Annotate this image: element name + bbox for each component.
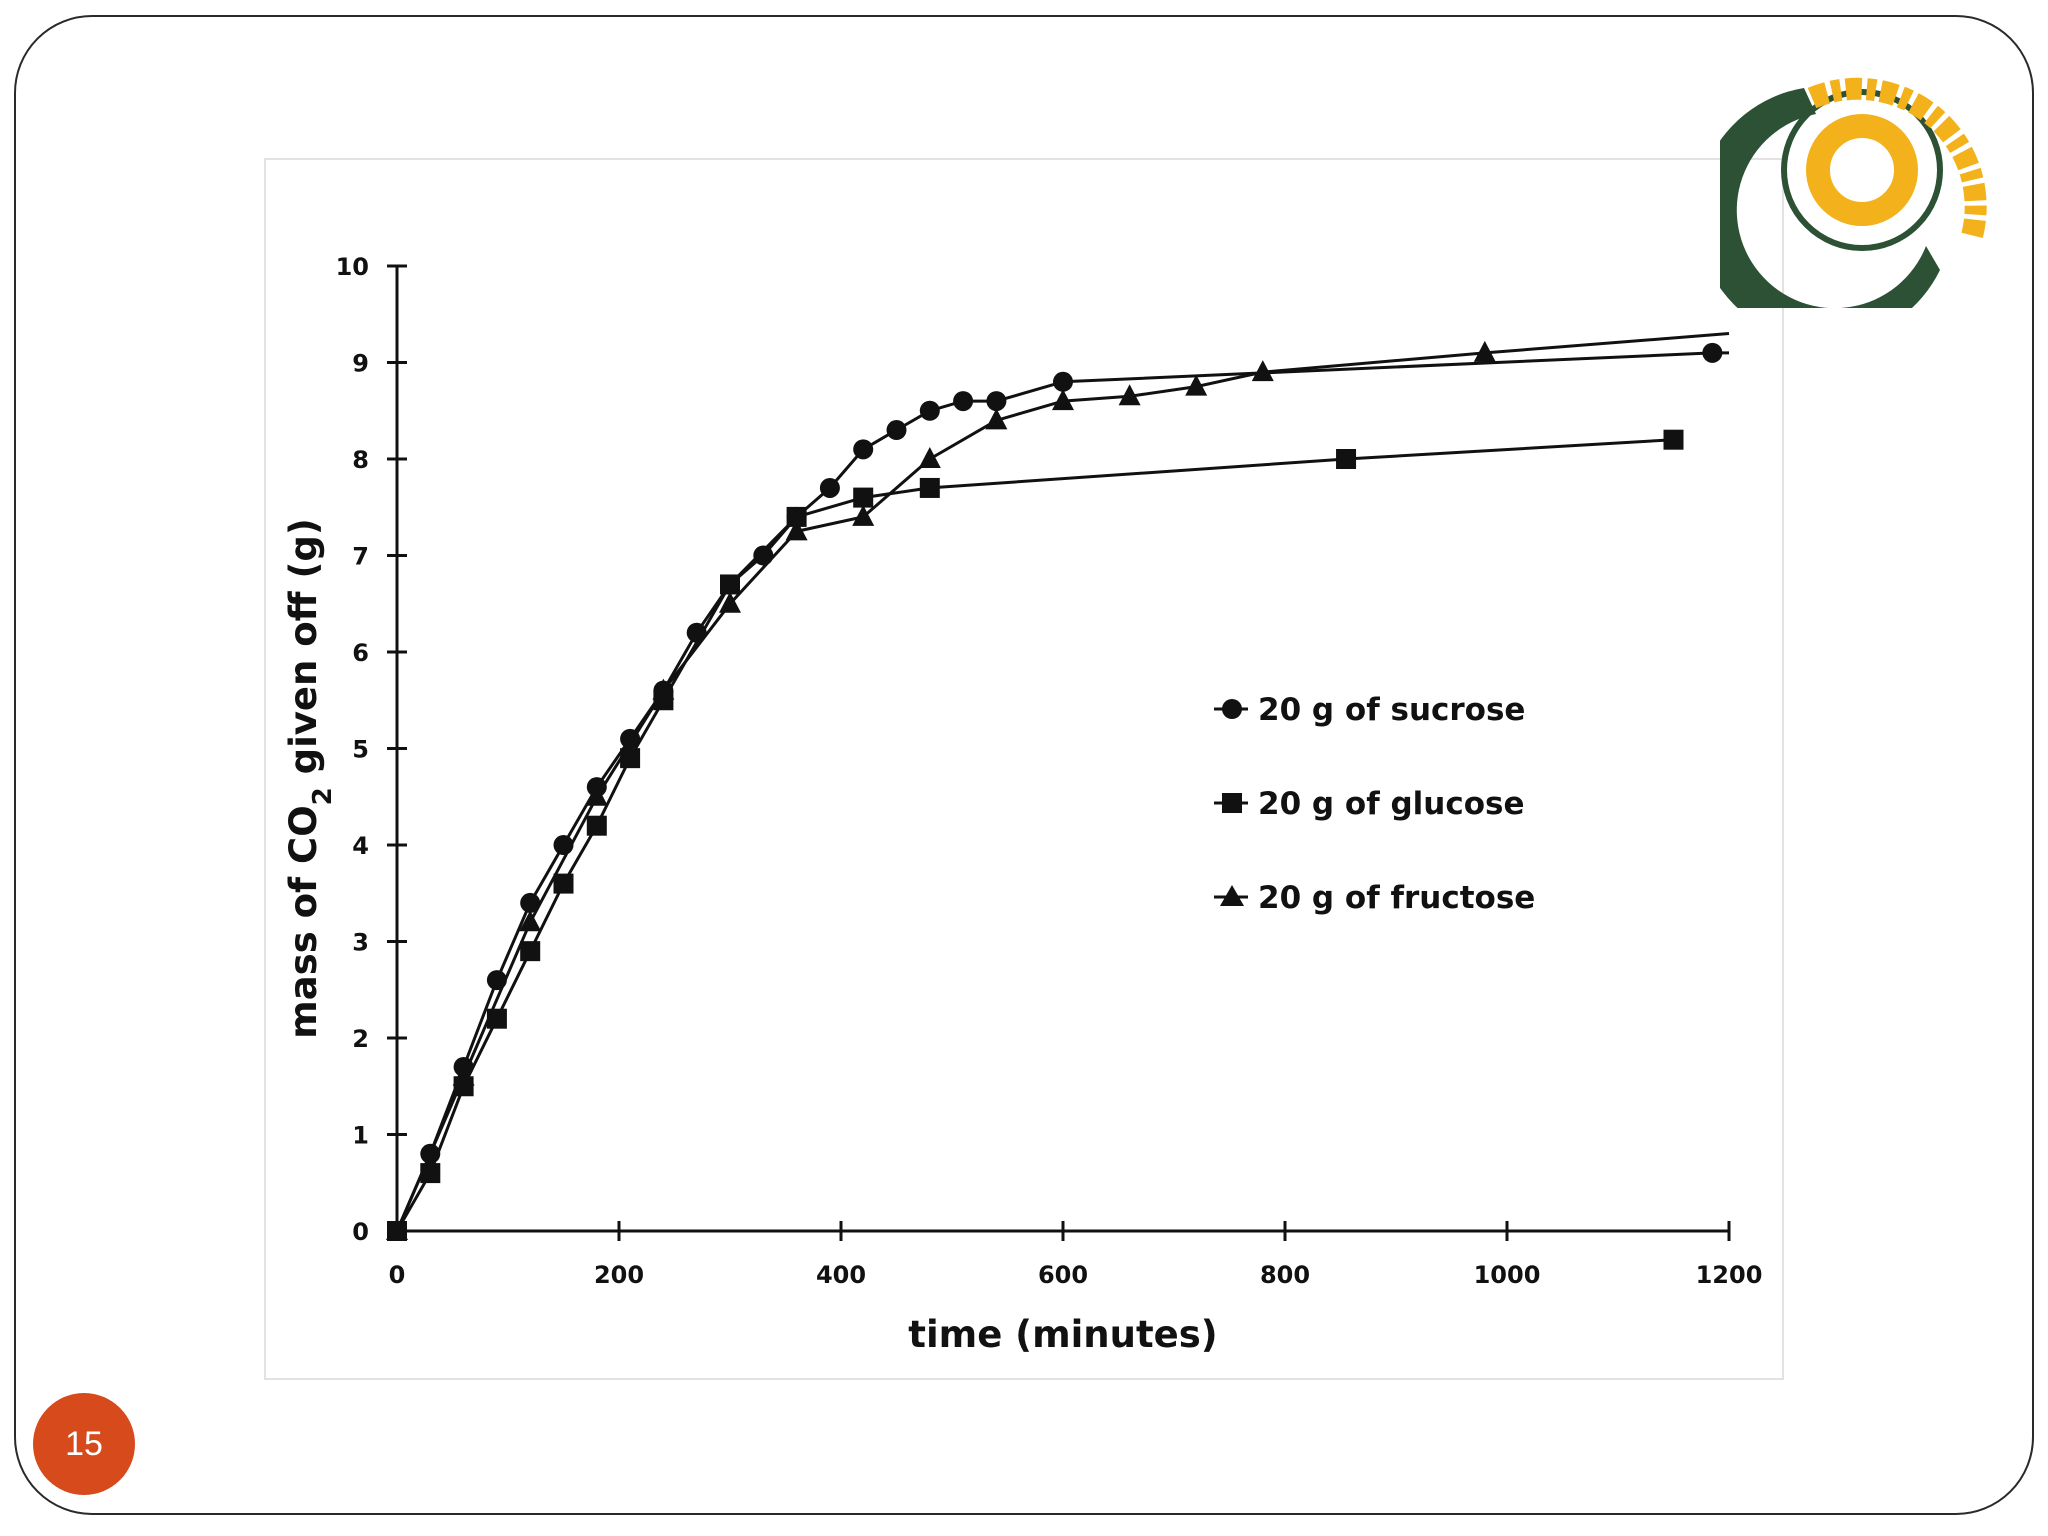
data-point-sucrose [886, 420, 907, 441]
legend-entry-fructose: 20 g of fructose [1214, 880, 1535, 916]
x-tick-label: 400 [816, 1261, 866, 1289]
x-tick-label: 600 [1038, 1261, 1088, 1289]
data-point-glucose [1663, 429, 1684, 450]
y-axis-title-tail: given off (g) [282, 518, 325, 787]
data-point-fructose [1185, 374, 1208, 396]
series-line-circle [395, 351, 1729, 1232]
legend-marker-triangle [1220, 885, 1244, 906]
data-point-fructose [852, 504, 875, 526]
data-point-glucose [620, 748, 641, 769]
data-point-fructose [719, 591, 741, 613]
legend-marker-square [1222, 793, 1242, 813]
page-number-badge: 15 [33, 1393, 135, 1495]
data-point-sucrose [953, 391, 974, 412]
series-group [386, 332, 1730, 1241]
x-tick-label: 800 [1260, 1261, 1310, 1289]
data-point-fructose [1473, 340, 1496, 362]
series-line-triangle [395, 332, 1730, 1232]
x-tick-label: 0 [389, 1261, 406, 1289]
data-point-glucose [553, 873, 574, 894]
data-point-fructose [652, 678, 675, 700]
y-axis-title-main: mass of CO [282, 805, 325, 1038]
data-point-fructose [1251, 360, 1274, 382]
y-tick-label: 5 [352, 736, 369, 764]
chart-panel: 0 200 400 600 800 1000 1200 0 1 2 3 4 5 6 7 8 9 10 time (… [264, 158, 1784, 1380]
x-tick-label: 1200 [1696, 1261, 1763, 1289]
legend-marker-circle [1222, 699, 1242, 719]
data-point-sucrose [919, 400, 940, 421]
logo-gold-glyph-band [1807, 77, 1987, 239]
y-tick-label: 3 [352, 929, 369, 957]
data-point-glucose [919, 477, 940, 498]
logo [1720, 77, 1987, 308]
y-tick-label: 10 [336, 253, 369, 281]
slide-frame [14, 15, 2034, 1515]
data-point-sucrose [1702, 342, 1723, 363]
logo-gold-ring [1806, 114, 1918, 226]
y-tick-label: 7 [352, 543, 369, 571]
data-point-sucrose [520, 892, 541, 913]
y-axis-title: mass of CO2 given off (g) [282, 518, 338, 1039]
logo-green-arc [1720, 88, 1940, 308]
axes [395, 266, 1729, 1233]
data-point-glucose [720, 574, 740, 595]
x-tick-label: 1000 [1474, 1261, 1541, 1289]
data-point-fructose [985, 408, 1008, 430]
data-point-fructose [1052, 389, 1074, 411]
y-tick-label: 1 [352, 1122, 369, 1150]
legend: 20 g of sucrose 20 g of glucose 20 g of … [1214, 692, 1535, 916]
data-point-sucrose [853, 439, 874, 460]
legend-entry-glucose: 20 g of glucose [1214, 786, 1525, 822]
data-point-glucose [786, 506, 807, 527]
co2-chart: 0 200 400 600 800 1000 1200 0 1 2 3 4 5 6 7 8 9 10 time (… [282, 253, 1763, 1356]
data-point-glucose [853, 487, 874, 508]
y-tick-label: 0 [352, 1218, 369, 1246]
data-point-fructose [918, 447, 941, 468]
x-tick-label: 200 [594, 1261, 644, 1289]
legend-entry-sucrose: 20 g of sucrose [1214, 692, 1525, 728]
x-axis-title: time (minutes) [908, 1313, 1217, 1356]
data-point-sucrose [819, 477, 840, 498]
logo-green-ring [1781, 89, 1943, 251]
y-tick-label: 6 [352, 639, 369, 667]
y-tick-label: 9 [352, 350, 369, 378]
data-point-fructose [1118, 384, 1141, 406]
data-point-fructose [585, 784, 608, 806]
data-point-glucose [1336, 449, 1357, 469]
legend-label-glucose: 20 g of glucose [1258, 786, 1525, 822]
data-point-fructose [519, 910, 542, 932]
y-tick-label: 2 [352, 1025, 369, 1053]
data-point-sucrose [986, 391, 1007, 412]
y-tick-label: 4 [352, 832, 369, 860]
legend-label-sucrose: 20 g of sucrose [1258, 692, 1525, 728]
data-point-glucose [586, 815, 607, 836]
legend-label-fructose: 20 g of fructose [1258, 880, 1535, 916]
data-point-sucrose [753, 545, 774, 566]
data-point-sucrose [686, 622, 707, 643]
data-point-fructose [386, 1219, 408, 1240]
y-axis-title-subscript: 2 [308, 787, 338, 805]
data-point-fructose [452, 1064, 475, 1086]
data-point-sucrose [1053, 371, 1073, 392]
data-point-glucose [520, 941, 541, 962]
ticks: 0 200 400 600 800 1000 1200 0 1 2 3 4 5 6 7 8 9 10 [336, 253, 1763, 1289]
y-tick-label: 8 [352, 446, 369, 474]
data-point-fructose [785, 519, 808, 541]
